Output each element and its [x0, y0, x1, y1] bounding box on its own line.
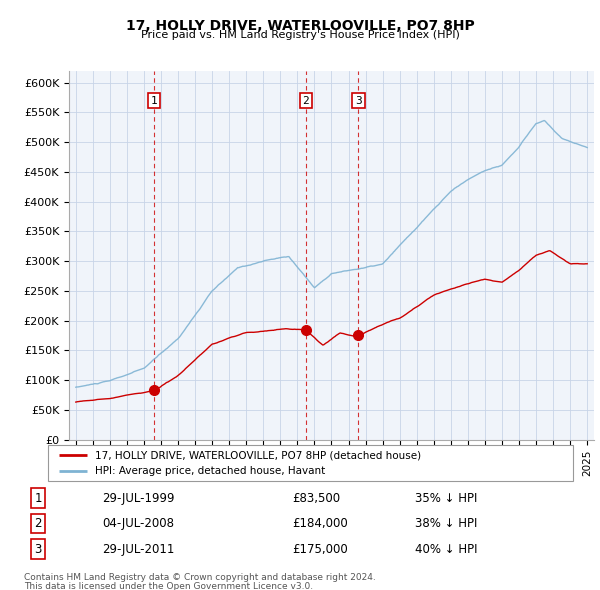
Text: 04-JUL-2008: 04-JUL-2008 [102, 517, 174, 530]
Text: Contains HM Land Registry data © Crown copyright and database right 2024.: Contains HM Land Registry data © Crown c… [24, 573, 376, 582]
Text: £83,500: £83,500 [292, 491, 340, 504]
Text: 17, HOLLY DRIVE, WATERLOOVILLE, PO7 8HP (detached house): 17, HOLLY DRIVE, WATERLOOVILLE, PO7 8HP … [95, 450, 421, 460]
Text: This data is licensed under the Open Government Licence v3.0.: This data is licensed under the Open Gov… [24, 582, 313, 590]
Text: £175,000: £175,000 [292, 543, 347, 556]
Text: 3: 3 [355, 96, 362, 106]
Text: £184,000: £184,000 [292, 517, 347, 530]
Text: HPI: Average price, detached house, Havant: HPI: Average price, detached house, Hava… [95, 466, 325, 476]
Text: 40% ↓ HPI: 40% ↓ HPI [415, 543, 477, 556]
Text: 29-JUL-1999: 29-JUL-1999 [102, 491, 175, 504]
Text: 29-JUL-2011: 29-JUL-2011 [102, 543, 175, 556]
Text: 38% ↓ HPI: 38% ↓ HPI [415, 517, 477, 530]
Text: Price paid vs. HM Land Registry's House Price Index (HPI): Price paid vs. HM Land Registry's House … [140, 30, 460, 40]
Text: 2: 2 [302, 96, 310, 106]
Text: 35% ↓ HPI: 35% ↓ HPI [415, 491, 477, 504]
Text: 17, HOLLY DRIVE, WATERLOOVILLE, PO7 8HP: 17, HOLLY DRIVE, WATERLOOVILLE, PO7 8HP [125, 19, 475, 33]
Text: 3: 3 [34, 543, 41, 556]
Text: 1: 1 [151, 96, 157, 106]
Text: 1: 1 [34, 491, 42, 504]
Text: 2: 2 [34, 517, 42, 530]
